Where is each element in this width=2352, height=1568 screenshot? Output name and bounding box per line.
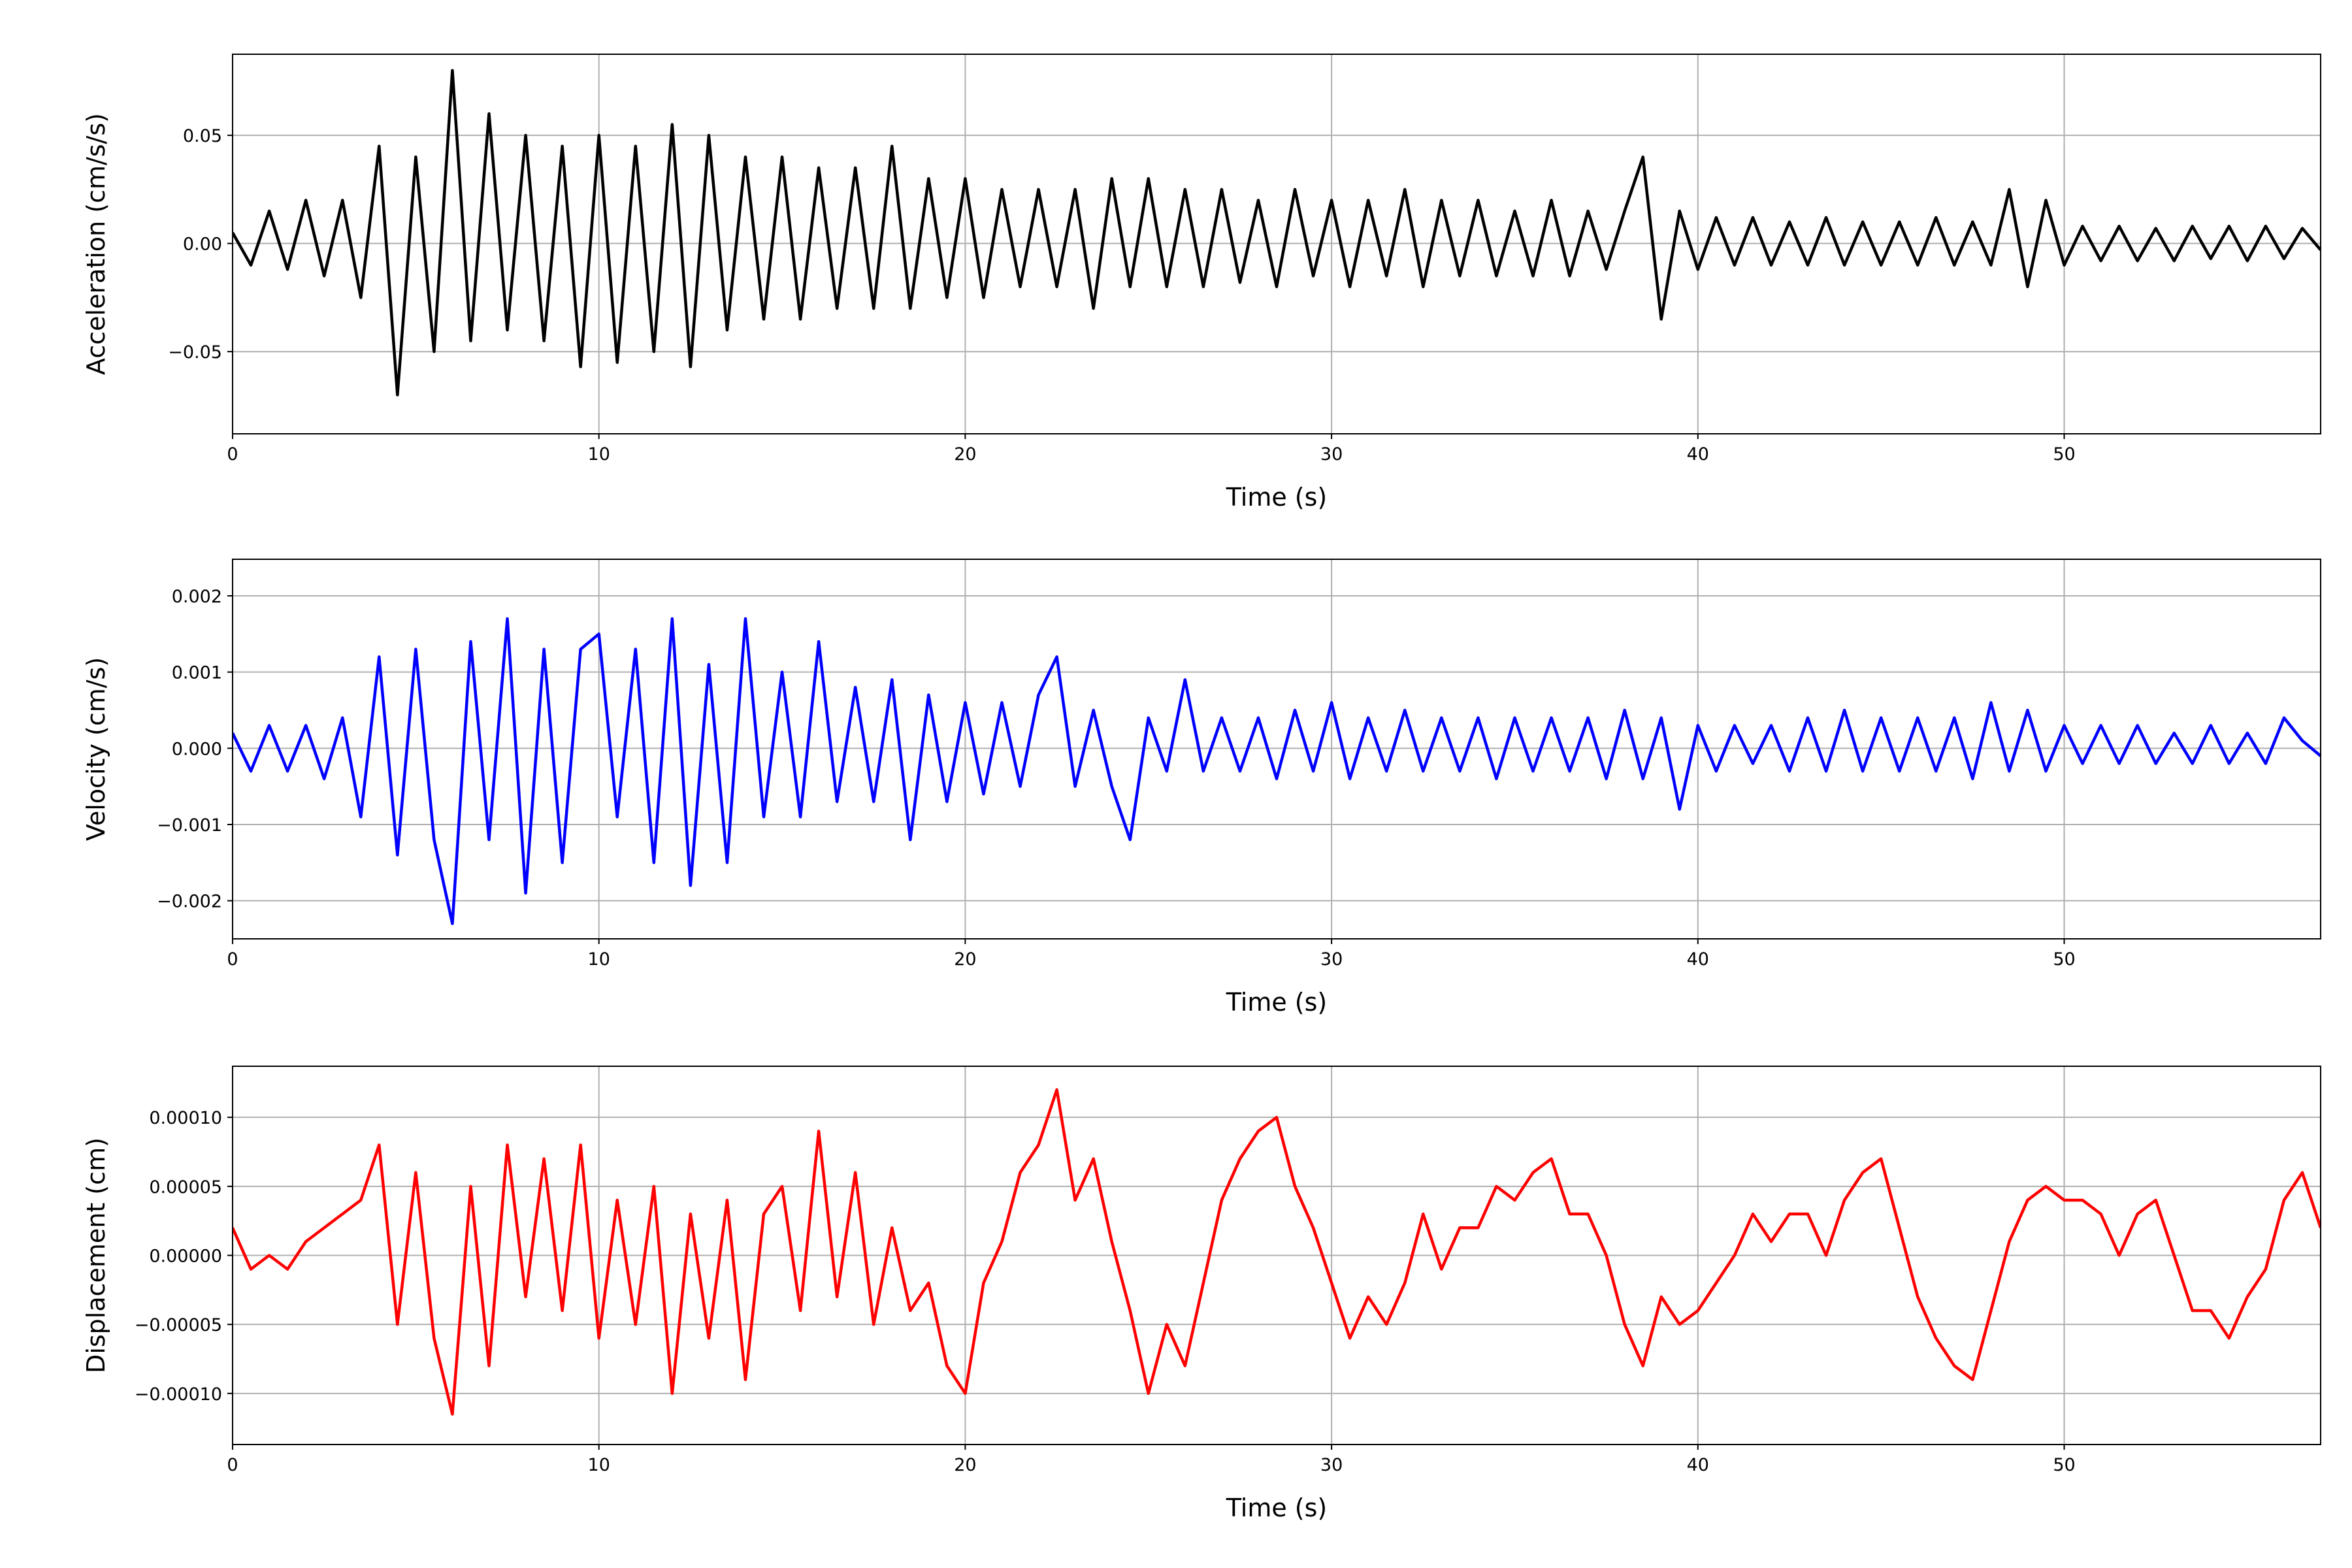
x-tick-label: 10 xyxy=(588,444,610,465)
y-tick-label: 0.001 xyxy=(172,663,222,683)
x-tick-label: 40 xyxy=(1687,1455,1709,1475)
y-tick-label: 0.00 xyxy=(183,235,222,255)
y-tick-label: −0.002 xyxy=(157,892,222,912)
y-axis-label: Displacement (cm) xyxy=(82,1137,110,1373)
x-tick-label: 0 xyxy=(227,444,238,465)
x-tick-label: 20 xyxy=(954,1455,976,1475)
y-tick-label: −0.00010 xyxy=(135,1384,222,1405)
x-tick-label: 20 xyxy=(954,949,976,970)
x-tick-label: 50 xyxy=(2053,1455,2075,1475)
y-tick-label: 0.000 xyxy=(172,739,222,759)
y-tick-label: 0.00005 xyxy=(149,1177,222,1198)
x-axis-label: Time (s) xyxy=(1226,988,1328,1017)
axes-frame xyxy=(232,54,2321,434)
y-tick-label: 0.002 xyxy=(172,587,222,607)
x-tick-label: 50 xyxy=(2053,444,2075,465)
axes-frame xyxy=(232,1066,2321,1445)
y-axis-label: Velocity (cm/s) xyxy=(82,657,110,841)
y-tick-label: −0.00005 xyxy=(135,1315,222,1335)
x-tick-label: 10 xyxy=(588,949,610,970)
x-axis-label: Time (s) xyxy=(1226,483,1328,512)
axes-frame xyxy=(232,559,2321,939)
y-axis-label: Acceleration (cm/s/s) xyxy=(82,113,110,375)
panel: 0 10 20 30 40 50 −0.00010 −0.00005 0.00000 0.0000… xyxy=(82,1066,2321,1522)
x-tick-label: 10 xyxy=(588,1455,610,1475)
x-tick-label: 30 xyxy=(1320,949,1343,970)
x-tick-label: 30 xyxy=(1320,1455,1343,1475)
x-tick-label: 40 xyxy=(1687,444,1709,465)
y-tick-label: −0.001 xyxy=(157,815,222,836)
y-tick-label: −0.05 xyxy=(168,342,222,363)
x-tick-label: 0 xyxy=(227,1455,238,1475)
y-tick-label: 0.05 xyxy=(183,126,222,146)
x-tick-label: 50 xyxy=(2053,949,2075,970)
x-tick-label: 40 xyxy=(1687,949,1709,970)
x-axis-label: Time (s) xyxy=(1226,1494,1328,1522)
panel: 0 10 20 30 40 50 −0.05 0.00 0.05 Time (s) Accelera… xyxy=(82,54,2321,512)
y-tick-label: 0.00000 xyxy=(149,1247,222,1267)
data-line xyxy=(233,617,2321,925)
y-tick-label: 0.00010 xyxy=(149,1108,222,1128)
panel: 0 10 20 30 40 50 −0.002 −0.001 0.000 0.001 0.002 Ti… xyxy=(82,559,2321,1017)
x-tick-label: 20 xyxy=(954,444,976,465)
data-line xyxy=(233,1088,2321,1416)
x-tick-label: 0 xyxy=(227,949,238,970)
x-tick-label: 30 xyxy=(1320,444,1343,465)
data-line xyxy=(233,69,2321,397)
